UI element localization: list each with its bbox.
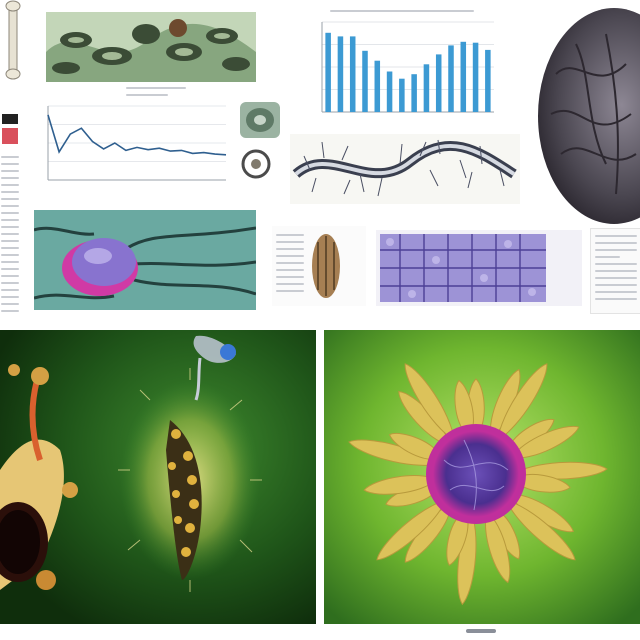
green-render-left-icon	[0, 330, 316, 624]
left-text-column	[0, 96, 22, 316]
brain-scan-icon	[538, 8, 640, 224]
bar-chart-panel	[294, 6, 500, 134]
bar	[423, 64, 430, 112]
bar	[435, 54, 442, 112]
bone-joint	[0, 364, 78, 590]
petal	[404, 363, 456, 442]
red-label-block	[2, 128, 18, 144]
petal	[505, 499, 576, 561]
brain-scan-image	[536, 4, 640, 228]
petal	[363, 475, 438, 495]
bone-icon	[5, 0, 21, 80]
petal	[496, 363, 548, 442]
series-line	[47, 114, 227, 156]
bar	[386, 71, 393, 112]
cell-network-icon	[380, 234, 546, 302]
bar	[448, 45, 454, 112]
sunflower-cell-icon	[324, 330, 640, 624]
petals	[348, 363, 608, 606]
specimen-photos	[238, 100, 282, 184]
bar	[411, 74, 417, 112]
neuron-strip-illustration	[290, 134, 520, 204]
seed-card-text-lines	[276, 234, 304, 297]
petal	[446, 511, 469, 566]
bar	[374, 60, 381, 112]
bar	[460, 41, 467, 112]
bar	[472, 42, 479, 113]
green-render-right	[324, 330, 640, 624]
petal	[454, 379, 474, 436]
green-render-left	[0, 330, 316, 624]
neuron-strip-icon	[292, 139, 517, 197]
petal	[388, 433, 441, 460]
petal	[376, 499, 447, 561]
right-text-card	[590, 228, 640, 314]
petal	[511, 425, 580, 459]
bar-chart	[321, 21, 494, 113]
petal	[515, 473, 571, 493]
bone-illustration	[0, 0, 28, 80]
dark-label-block	[2, 114, 18, 124]
purple-cell-icon	[34, 210, 256, 310]
cell-network-illustration	[376, 230, 582, 306]
purple-cell-illustration	[34, 210, 256, 310]
right-card-text-lines	[595, 235, 637, 305]
bar	[362, 50, 368, 112]
text-lines	[1, 156, 19, 316]
seed-specimen-card	[272, 226, 366, 306]
tissue-micrograph	[46, 12, 256, 82]
bar-chart-header-lines	[330, 10, 490, 17]
bottom-caption-mark	[466, 628, 496, 634]
line-chart	[47, 105, 227, 181]
specimen-photos-icon	[240, 102, 280, 179]
bar	[399, 78, 405, 112]
bar	[485, 49, 491, 112]
bar	[349, 36, 356, 112]
tissue-micrograph-icon	[46, 12, 256, 82]
petal	[485, 511, 511, 584]
seed-specimen-icon	[312, 234, 340, 298]
line-chart-header-lines	[126, 87, 186, 101]
bar	[325, 32, 331, 112]
line-chart-panel	[28, 84, 234, 190]
bar	[337, 36, 344, 112]
